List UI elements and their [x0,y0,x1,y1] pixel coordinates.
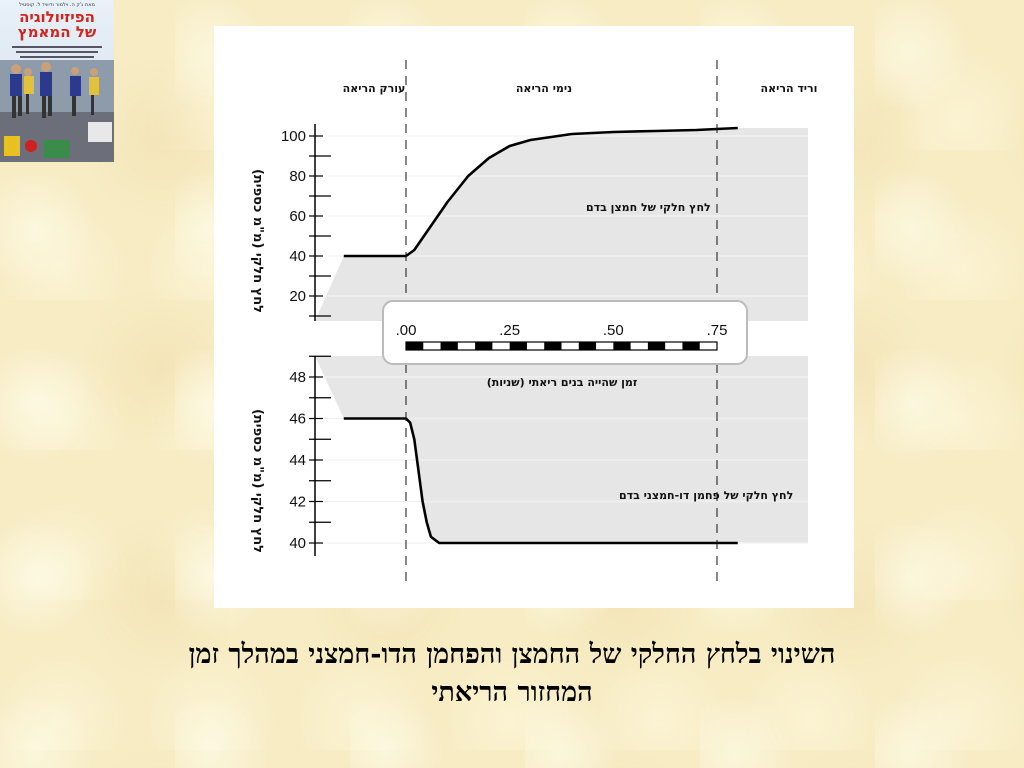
series-label-co2: לחץ חלקי של פחמן דו-חמצני בדם [619,489,793,502]
time-scale-segment [682,342,700,350]
book-title: הפיזיולוגיה של המאמץ [2,10,112,40]
time-scale-segment [509,342,527,350]
book-cover-image: מאת ג'ק ה. וילמור ודיוויד ל. קוסטיל הפיז… [0,0,114,162]
chart-panel: 20 40 60 80 100 לחץ חלקי (מ"מ כספית) לחץ חלקי … [214,26,854,608]
slide-caption: השינוי בלחץ החלקי של החמצן והפחמן הדו-חמ… [40,636,984,712]
y-tick-label: 40 [289,248,306,265]
y-tick-label: 46 [289,411,306,428]
y-tick-label: 80 [289,168,306,185]
y-tick-label: 100 [281,128,306,145]
partial-pressure-chart: 20 40 60 80 100 לחץ חלקי (מ"מ כספית) לחץ חלקי … [250,60,818,588]
chart1-shaded-area [315,128,808,321]
region-label: נימי הריאה [516,82,572,95]
time-axis-box [382,300,748,365]
book-blurb-lines [12,46,102,58]
time-scale-segment [475,342,493,350]
time-scale-segment [440,342,458,350]
y-axis-title: לחץ חלקי (מ"מ כספית) [250,409,265,553]
book-title-line1: הפיזיולוגיה [19,8,95,26]
caption-line2: המחזור הריאתי [431,677,593,708]
time-tick-label: .50 [603,322,624,339]
time-scale-segment [406,342,424,350]
series-line-co2 [343,417,738,545]
y-tick-label: 42 [289,494,306,511]
time-tick-label: .75 [707,322,728,339]
region-label: עורק הריאה [343,82,406,95]
caption-line1: השינוי בלחץ החלקי של החמצן והפחמן הדו-חמ… [188,639,836,670]
time-scale-segment [578,342,597,350]
time-tick-label: .25 [499,322,520,339]
y-tick-label: 40 [289,535,306,552]
y-tick-label: 48 [289,369,306,386]
series-label-oxygen: לחץ חלקי של חמצן בדם [586,201,711,214]
chart2-shaded-area [315,356,808,543]
time-scale-segment [613,342,631,350]
runners-photo [0,60,114,162]
y-axis-title: לחץ חלקי (מ"מ כספית) [250,169,265,313]
time-scale-segment [544,342,562,350]
time-tick-label: .00 [396,322,417,339]
y-tick-label: 44 [289,452,306,469]
book-title-line2: של המאמץ [17,23,97,41]
time-axis-title: זמן שהייה בנים ריאתי (שניות) [487,376,638,389]
y-tick-label: 60 [289,208,306,225]
y-tick-label: 20 [289,288,306,305]
book-author: מאת ג'ק ה. וילמור ודיוויד ל. קוסטיל [19,2,95,8]
region-label: וריד הריאה [761,82,818,95]
time-scale-segment [647,342,666,350]
series-line-oxygen [343,126,738,258]
